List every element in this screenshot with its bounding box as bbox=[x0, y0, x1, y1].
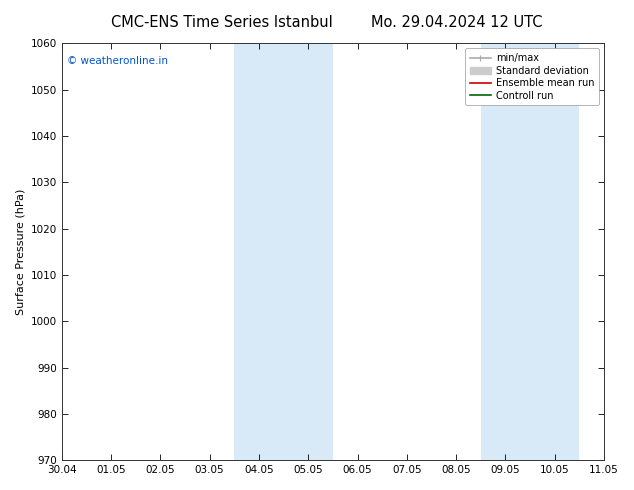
Text: CMC-ENS Time Series Istanbul: CMC-ENS Time Series Istanbul bbox=[111, 15, 333, 30]
Bar bbox=[235, 44, 283, 460]
Bar bbox=[283, 44, 333, 460]
Bar bbox=[481, 44, 530, 460]
Bar bbox=[530, 44, 579, 460]
Text: Mo. 29.04.2024 12 UTC: Mo. 29.04.2024 12 UTC bbox=[371, 15, 542, 30]
Y-axis label: Surface Pressure (hPa): Surface Pressure (hPa) bbox=[15, 189, 25, 315]
Text: © weatheronline.in: © weatheronline.in bbox=[67, 56, 168, 66]
Legend: min/max, Standard deviation, Ensemble mean run, Controll run: min/max, Standard deviation, Ensemble me… bbox=[465, 49, 599, 105]
